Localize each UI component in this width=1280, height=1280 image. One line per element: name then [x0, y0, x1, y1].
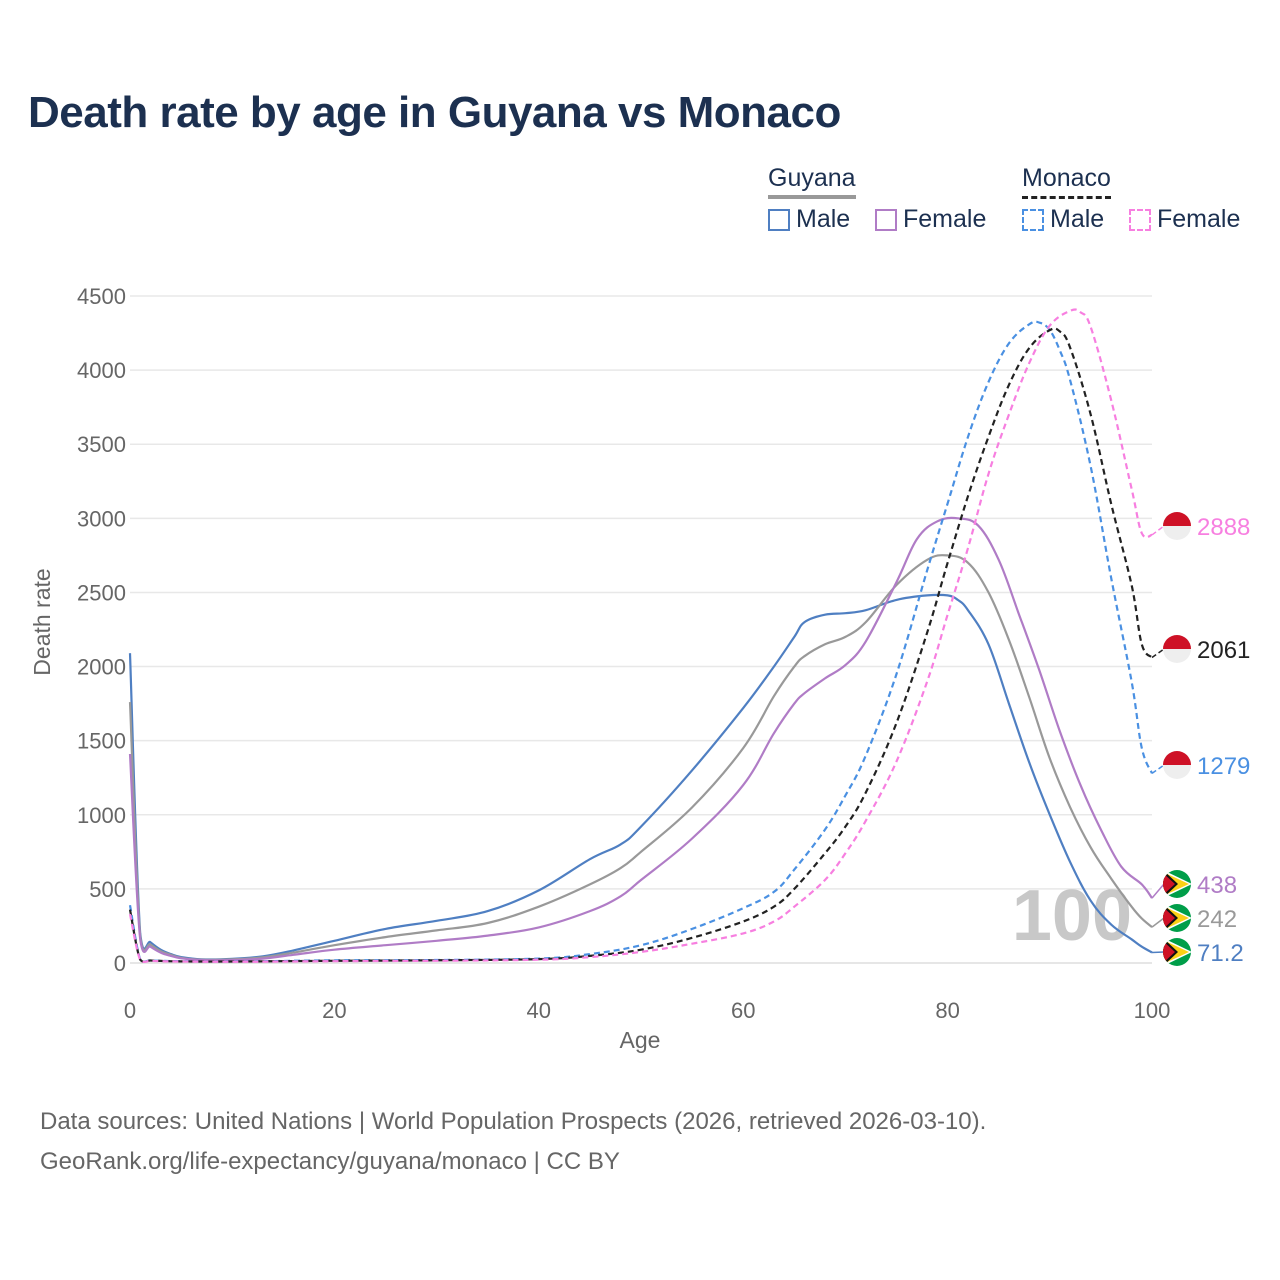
y-tick-label: 1500 [77, 729, 126, 754]
x-tick-label: 60 [731, 998, 755, 1023]
y-axis-ticks: 0 500 1000 1500 2000 2500 3000 3500 4000 4500 [77, 284, 126, 976]
flag-red-half [1163, 512, 1191, 526]
series-line-monaco-total [128, 327, 1153, 963]
source-line-2[interactable]: GeoRank.org/life-expectancy/guyana/monac… [40, 1148, 620, 1175]
end-connector [1151, 648, 1165, 659]
end-connector [1151, 764, 1165, 775]
legend-swatch [875, 208, 897, 231]
end-value-label: 71.2 [1197, 940, 1244, 967]
y-tick-label: 3000 [77, 506, 126, 531]
end-value-label: 242 [1197, 906, 1237, 933]
y-axis-title: Death rate [29, 568, 55, 675]
legend-item-guyana-male[interactable]: Male [768, 205, 850, 234]
legend-line-solid [768, 195, 856, 199]
series-line-guyana-female [128, 516, 1153, 962]
x-tick-label: 0 [124, 998, 136, 1023]
x-tick-label: 100 [1134, 998, 1171, 1023]
y-tick-label: 3500 [77, 432, 126, 457]
y-tick-label: 1000 [77, 803, 126, 828]
flag-fill [1163, 938, 1191, 966]
source-line-1: Data sources: United Nations | World Pop… [40, 1108, 987, 1135]
monaco-flag-icon [1163, 751, 1191, 779]
flag-red-arrow [1163, 907, 1175, 929]
y-tick-label: 4500 [77, 284, 126, 309]
legend-group-guyana: Guyana [768, 164, 856, 199]
end-markers: 71.2 242 438 1279 2061 2888 [1151, 512, 1250, 967]
legend-group-label: Guyana [768, 164, 856, 192]
x-tick-label: 80 [935, 998, 959, 1023]
y-tick-label: 0 [114, 951, 126, 976]
y-tick-label: 500 [89, 877, 126, 902]
flag-red-arrow [1163, 873, 1175, 895]
legend-group-label: Monaco [1022, 164, 1111, 192]
x-tick-label: 20 [322, 998, 346, 1023]
y-tick-label: 4000 [77, 358, 126, 383]
monaco-flag-icon [1163, 635, 1191, 663]
legend-item-guyana-female[interactable]: Female [875, 205, 986, 234]
legend-item-monaco-male[interactable]: Male [1022, 205, 1104, 234]
end-connector [1151, 917, 1165, 928]
end-connector [1151, 883, 1165, 899]
legend-item-label: Male [1050, 205, 1105, 233]
legend-swatch [768, 208, 790, 231]
legend-item-label: Female [1157, 205, 1241, 233]
end-value-label: 438 [1197, 872, 1237, 899]
guyana-flag-icon [1163, 870, 1191, 898]
flag-fill [1163, 904, 1191, 932]
flag-red-arrow [1163, 941, 1175, 963]
series-lines [128, 308, 1154, 964]
legend-item-monaco-female[interactable]: Female [1129, 205, 1240, 234]
end-value-label: 2888 [1197, 514, 1250, 541]
grid [130, 295, 1152, 964]
end-connector [1151, 525, 1165, 536]
legend-group-monaco: Monaco [1022, 164, 1111, 199]
x-axis-title: Age [620, 1027, 661, 1053]
series-line-guyana-male [128, 593, 1153, 961]
page-title: Death rate by age in Guyana vs Monaco [28, 88, 841, 137]
flag-fill [1163, 870, 1191, 898]
end-value-label: 1279 [1197, 753, 1250, 780]
end-value-label: 2061 [1197, 637, 1250, 664]
flag-red-half [1163, 635, 1191, 649]
guyana-flag-icon [1163, 904, 1191, 932]
flag-red-half [1163, 751, 1191, 765]
legend-swatch [1129, 208, 1151, 231]
guyana-flag-icon [1163, 938, 1191, 966]
legend-item-label: Male [796, 205, 851, 233]
y-tick-label: 2000 [77, 655, 126, 680]
legend-line-dashed [1022, 196, 1111, 199]
legend-item-label: Female [903, 205, 987, 233]
x-axis-ticks: 0 20 40 60 80 100 [124, 998, 1170, 1023]
series-line-guyana-total [128, 554, 1153, 961]
series-line-monaco-female [128, 308, 1153, 964]
watermark-age: 100 [1012, 876, 1132, 956]
monaco-flag-icon [1163, 512, 1191, 540]
y-tick-label: 2500 [77, 580, 126, 605]
series-line-monaco-male [128, 320, 1154, 963]
legend-swatch [1022, 208, 1044, 231]
x-tick-label: 40 [527, 998, 551, 1023]
